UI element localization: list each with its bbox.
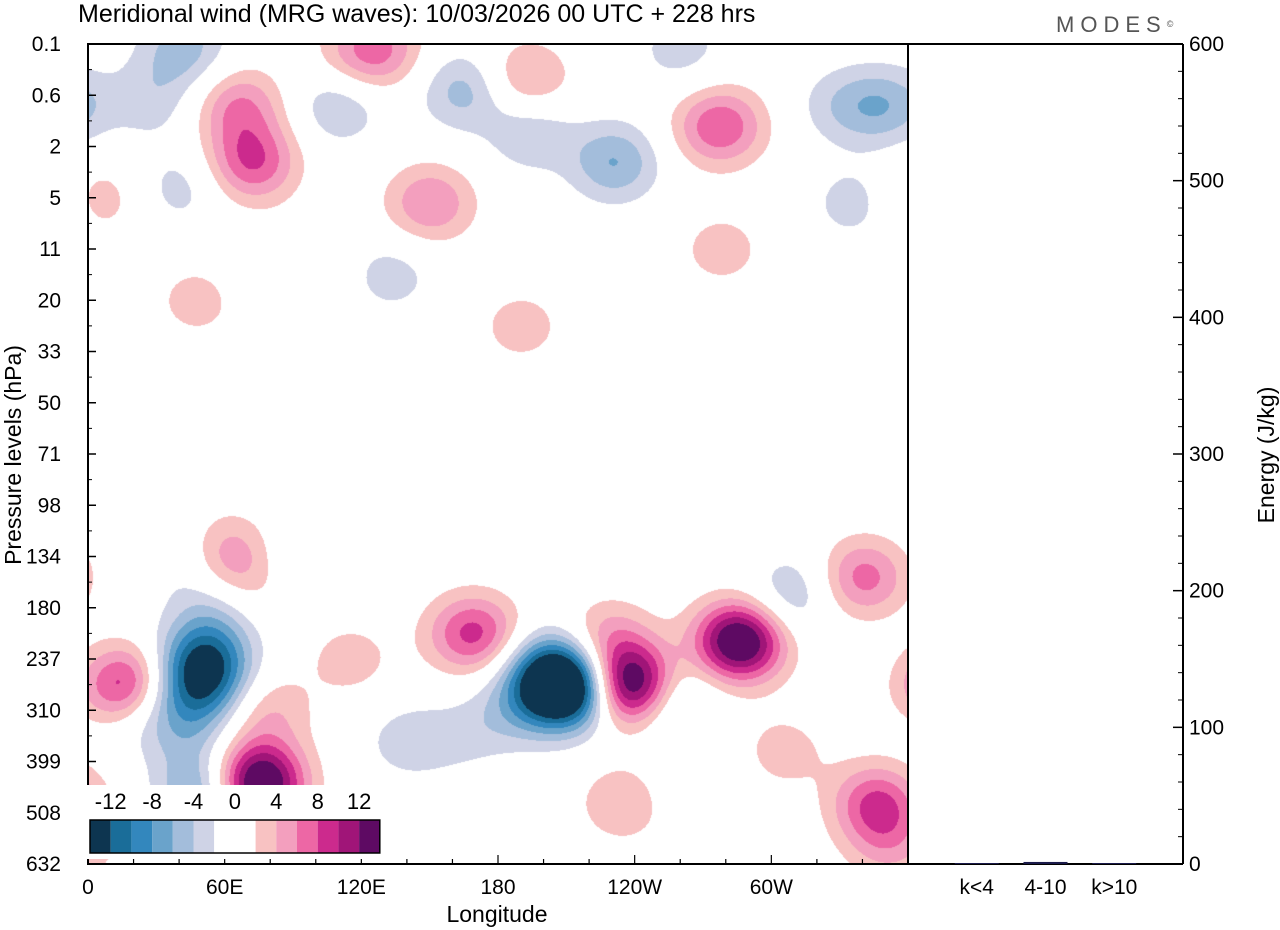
colorbar-swatch [172, 820, 194, 853]
energy-bar [1023, 861, 1068, 864]
y-tick-label: 180 [26, 597, 61, 620]
colorbar-label: 4 [270, 789, 282, 814]
energy-category-label: k>10 [1091, 876, 1137, 899]
energy-tick-label: 600 [1189, 33, 1224, 56]
colorbar-label: 0 [229, 789, 241, 814]
y-tick-label: 11 [39, 238, 61, 261]
x-tick-label: 180 [480, 876, 515, 899]
colorbar-swatch [338, 820, 360, 853]
colorbar-swatch [214, 820, 235, 853]
chart-title: Meridional wind (MRG waves): 10/03/2026 … [78, 0, 755, 28]
y-tick-label: 5 [49, 187, 61, 210]
energy-tick-label: 500 [1189, 170, 1224, 193]
colorbar-swatch [255, 820, 277, 853]
colorbar-swatch [359, 820, 380, 853]
colorbar-swatch [90, 820, 111, 853]
colorbar-swatch [234, 820, 256, 853]
energy-tick-label: 100 [1189, 716, 1224, 739]
colorbar-label: -8 [142, 789, 162, 814]
colorbar-label: -12 [95, 789, 127, 814]
y-tick-label: 33 [38, 341, 61, 364]
y-tick-label: 20 [38, 289, 61, 312]
energy-category-label: k<4 [960, 876, 995, 899]
y-tick-label: 98 [38, 494, 61, 517]
energy-axis-title: Energy (J/kg) [1253, 387, 1279, 524]
colorbar-legend: -12 -8 -4 0 4 8 12 [84, 785, 386, 859]
energy-category-label: 4-10 [1024, 876, 1066, 899]
y-tick-label: 632 [26, 853, 61, 876]
colorbar-frame [89, 819, 381, 854]
x-tick-label: 60E [206, 876, 243, 899]
x-axis-longitude: 0 60E 120E 180 120W 60W [82, 855, 909, 899]
colorbar-swatch [193, 820, 215, 853]
y-axis-pressure: 0.1 0.6 2 5 11 20 33 50 71 98 134 180 237 310 399 508 63… [26, 33, 96, 876]
energy-bar [1092, 863, 1137, 864]
x-axis-title: Longitude [446, 901, 547, 927]
energy-bar-panel: 0 100 200 300 400 500 600 k<4 4-10 k>10 [907, 33, 1224, 899]
y-axis-title: Pressure levels (hPa) [0, 345, 26, 565]
colorbar-swatch [317, 820, 339, 853]
heatmap-field [87, 43, 909, 865]
colorbar-swatch [131, 820, 153, 853]
colorbar-swatch [110, 820, 132, 853]
colorbar-label: -4 [184, 789, 204, 814]
brand-name: MODES [1056, 12, 1167, 37]
x-tick-label: 120E [337, 876, 386, 899]
energy-tick-label: 0 [1189, 853, 1201, 876]
energy-tick-label: 400 [1189, 306, 1224, 329]
energy-tick-label: 200 [1189, 580, 1224, 603]
y-tick-label: 134 [26, 546, 61, 569]
brand-logo: MODES© [1056, 12, 1179, 37]
y-tick-label: 71 [38, 443, 61, 466]
y-tick-label: 508 [26, 802, 61, 825]
colorbar-swatch [152, 820, 173, 853]
colorbar-swatch [276, 820, 297, 853]
energy-tick-label: 300 [1189, 443, 1224, 466]
y-tick-label: 50 [38, 392, 61, 415]
energy-bar [954, 863, 999, 864]
y-tick-label: 399 [26, 751, 61, 774]
heatmap-image [88, 44, 908, 864]
x-tick-label: 0 [82, 876, 94, 899]
colorbar-label: 8 [312, 789, 324, 814]
colorbar-label: 12 [347, 789, 371, 814]
x-tick-label: 60W [750, 876, 793, 899]
y-tick-label: 0.6 [32, 84, 61, 107]
y-tick-label: 310 [26, 699, 61, 722]
y-tick-label: 0.1 [32, 33, 61, 56]
colorbar-swatch [297, 820, 318, 853]
y-tick-label: 2 [49, 136, 61, 159]
y-tick-label: 237 [26, 648, 61, 671]
brand-mark: © [1167, 19, 1180, 29]
x-tick-label: 120W [607, 876, 662, 899]
